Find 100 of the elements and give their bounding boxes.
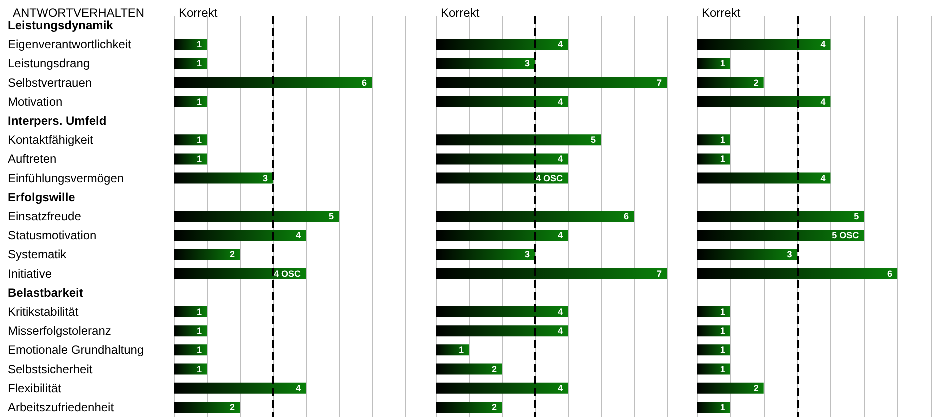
y-tick-label: Selbstvertrauen [8,76,92,90]
chart-title: Korrekt [179,6,218,20]
data-label: 4 [558,40,563,50]
y-axis-title: ANTWORTVERHALTEN [13,6,145,20]
data-label: 5 [854,212,860,222]
y-tick-label: Kritikstabilität [8,304,80,319]
data-label: 1 [720,58,726,69]
data-label: 4 [558,230,563,241]
bar [697,96,831,108]
data-label: 4 [558,306,563,317]
y-tick-label: Misserfolgstoleranz [8,324,112,338]
y-tick-label: Einsatzfreude [8,210,82,224]
data-label: 1 [196,58,202,69]
data-label: 4 [296,230,301,241]
chart-title: Korrekt [441,6,480,20]
bar [436,58,535,70]
y-tick-label: Interpers. Umfeld [8,114,107,128]
bar [697,211,864,222]
y-tick-label: Systematik [8,248,68,262]
y-tick-label: Initiative [8,266,52,281]
bar [436,39,568,50]
bar [174,58,207,70]
bar [436,306,568,318]
data-label: 3 [262,173,268,184]
bar [174,230,306,242]
data-label: 6 [362,78,367,88]
y-tick-label: Leistungsdynamik [8,18,114,33]
data-label: 1 [196,135,202,146]
chart-title: Korrekt [702,6,742,20]
data-label: 4 [820,173,826,184]
bar [436,211,634,222]
bar [174,326,207,337]
bar [436,172,568,184]
bar [436,344,469,356]
data-label: 1 [196,345,202,356]
bar [174,39,207,50]
bar [436,77,667,88]
bar [697,268,898,280]
y-tick-label: Flexibilität [8,381,62,396]
data-label: 4 [820,96,826,107]
bar [174,382,306,394]
bar [174,344,207,356]
bar [697,134,730,146]
bar [697,39,831,50]
bar [697,326,730,337]
bar [436,326,568,337]
data-label: 1 [720,402,726,412]
y-tick-label: Belastbarkeit [8,286,84,300]
data-label: 1 [720,306,726,317]
y-tick-label: Statusmotivation [8,228,97,243]
data-label: 6 [888,268,893,279]
data-label: 7 [656,268,662,279]
data-label: 7 [656,78,662,88]
data-label: 4 [820,40,826,50]
y-tick-label: Einfühlungsvermögen [8,171,124,186]
data-label: 4 OSC [274,268,302,279]
data-label: 2 [754,78,759,88]
bar [697,344,730,356]
bar [697,172,831,184]
y-tick-label: Arbeitszufriedenheit [8,400,115,414]
bar [174,268,306,280]
data-label: 4 [558,154,563,164]
data-label: 5 OSC [832,230,860,241]
bar [174,211,339,222]
bar [174,364,207,375]
bar [174,77,372,88]
bar [174,249,240,260]
data-label: 1 [720,135,726,146]
bar [436,268,667,280]
data-label: 1 [196,40,202,50]
data-label: 2 [492,364,497,374]
y-tick-label: Motivation [8,94,63,109]
bar [436,96,568,108]
bar [174,306,207,318]
data-label: 1 [720,326,726,336]
bar [697,77,764,88]
data-label: 1 [196,154,202,164]
bar [436,134,601,146]
bar [174,96,207,108]
data-label: 6 [624,212,629,222]
data-label: 4 [558,96,563,107]
data-label: 1 [196,96,202,107]
data-label: 4 OSC [536,173,564,184]
data-label: 1 [458,345,464,356]
y-tick-label: Auftreten [8,152,57,166]
y-tick-label: Leistungsdrang [8,56,90,71]
bar [174,154,207,165]
data-label: 5 [590,135,596,146]
bar [436,154,568,165]
y-tick-label: Erfolgswille [8,190,76,204]
data-label: 1 [720,345,726,356]
bar [174,402,240,413]
data-label: 4 [558,326,563,336]
y-tick-label: Eigenverantwortlichkeit [8,38,132,52]
data-label: 3 [524,58,530,69]
y-tick-label: Kontaktfähigkeit [8,133,94,148]
data-label: 1 [196,326,202,336]
bar [436,382,568,394]
data-label: 3 [787,250,792,260]
data-label: 2 [754,383,759,394]
